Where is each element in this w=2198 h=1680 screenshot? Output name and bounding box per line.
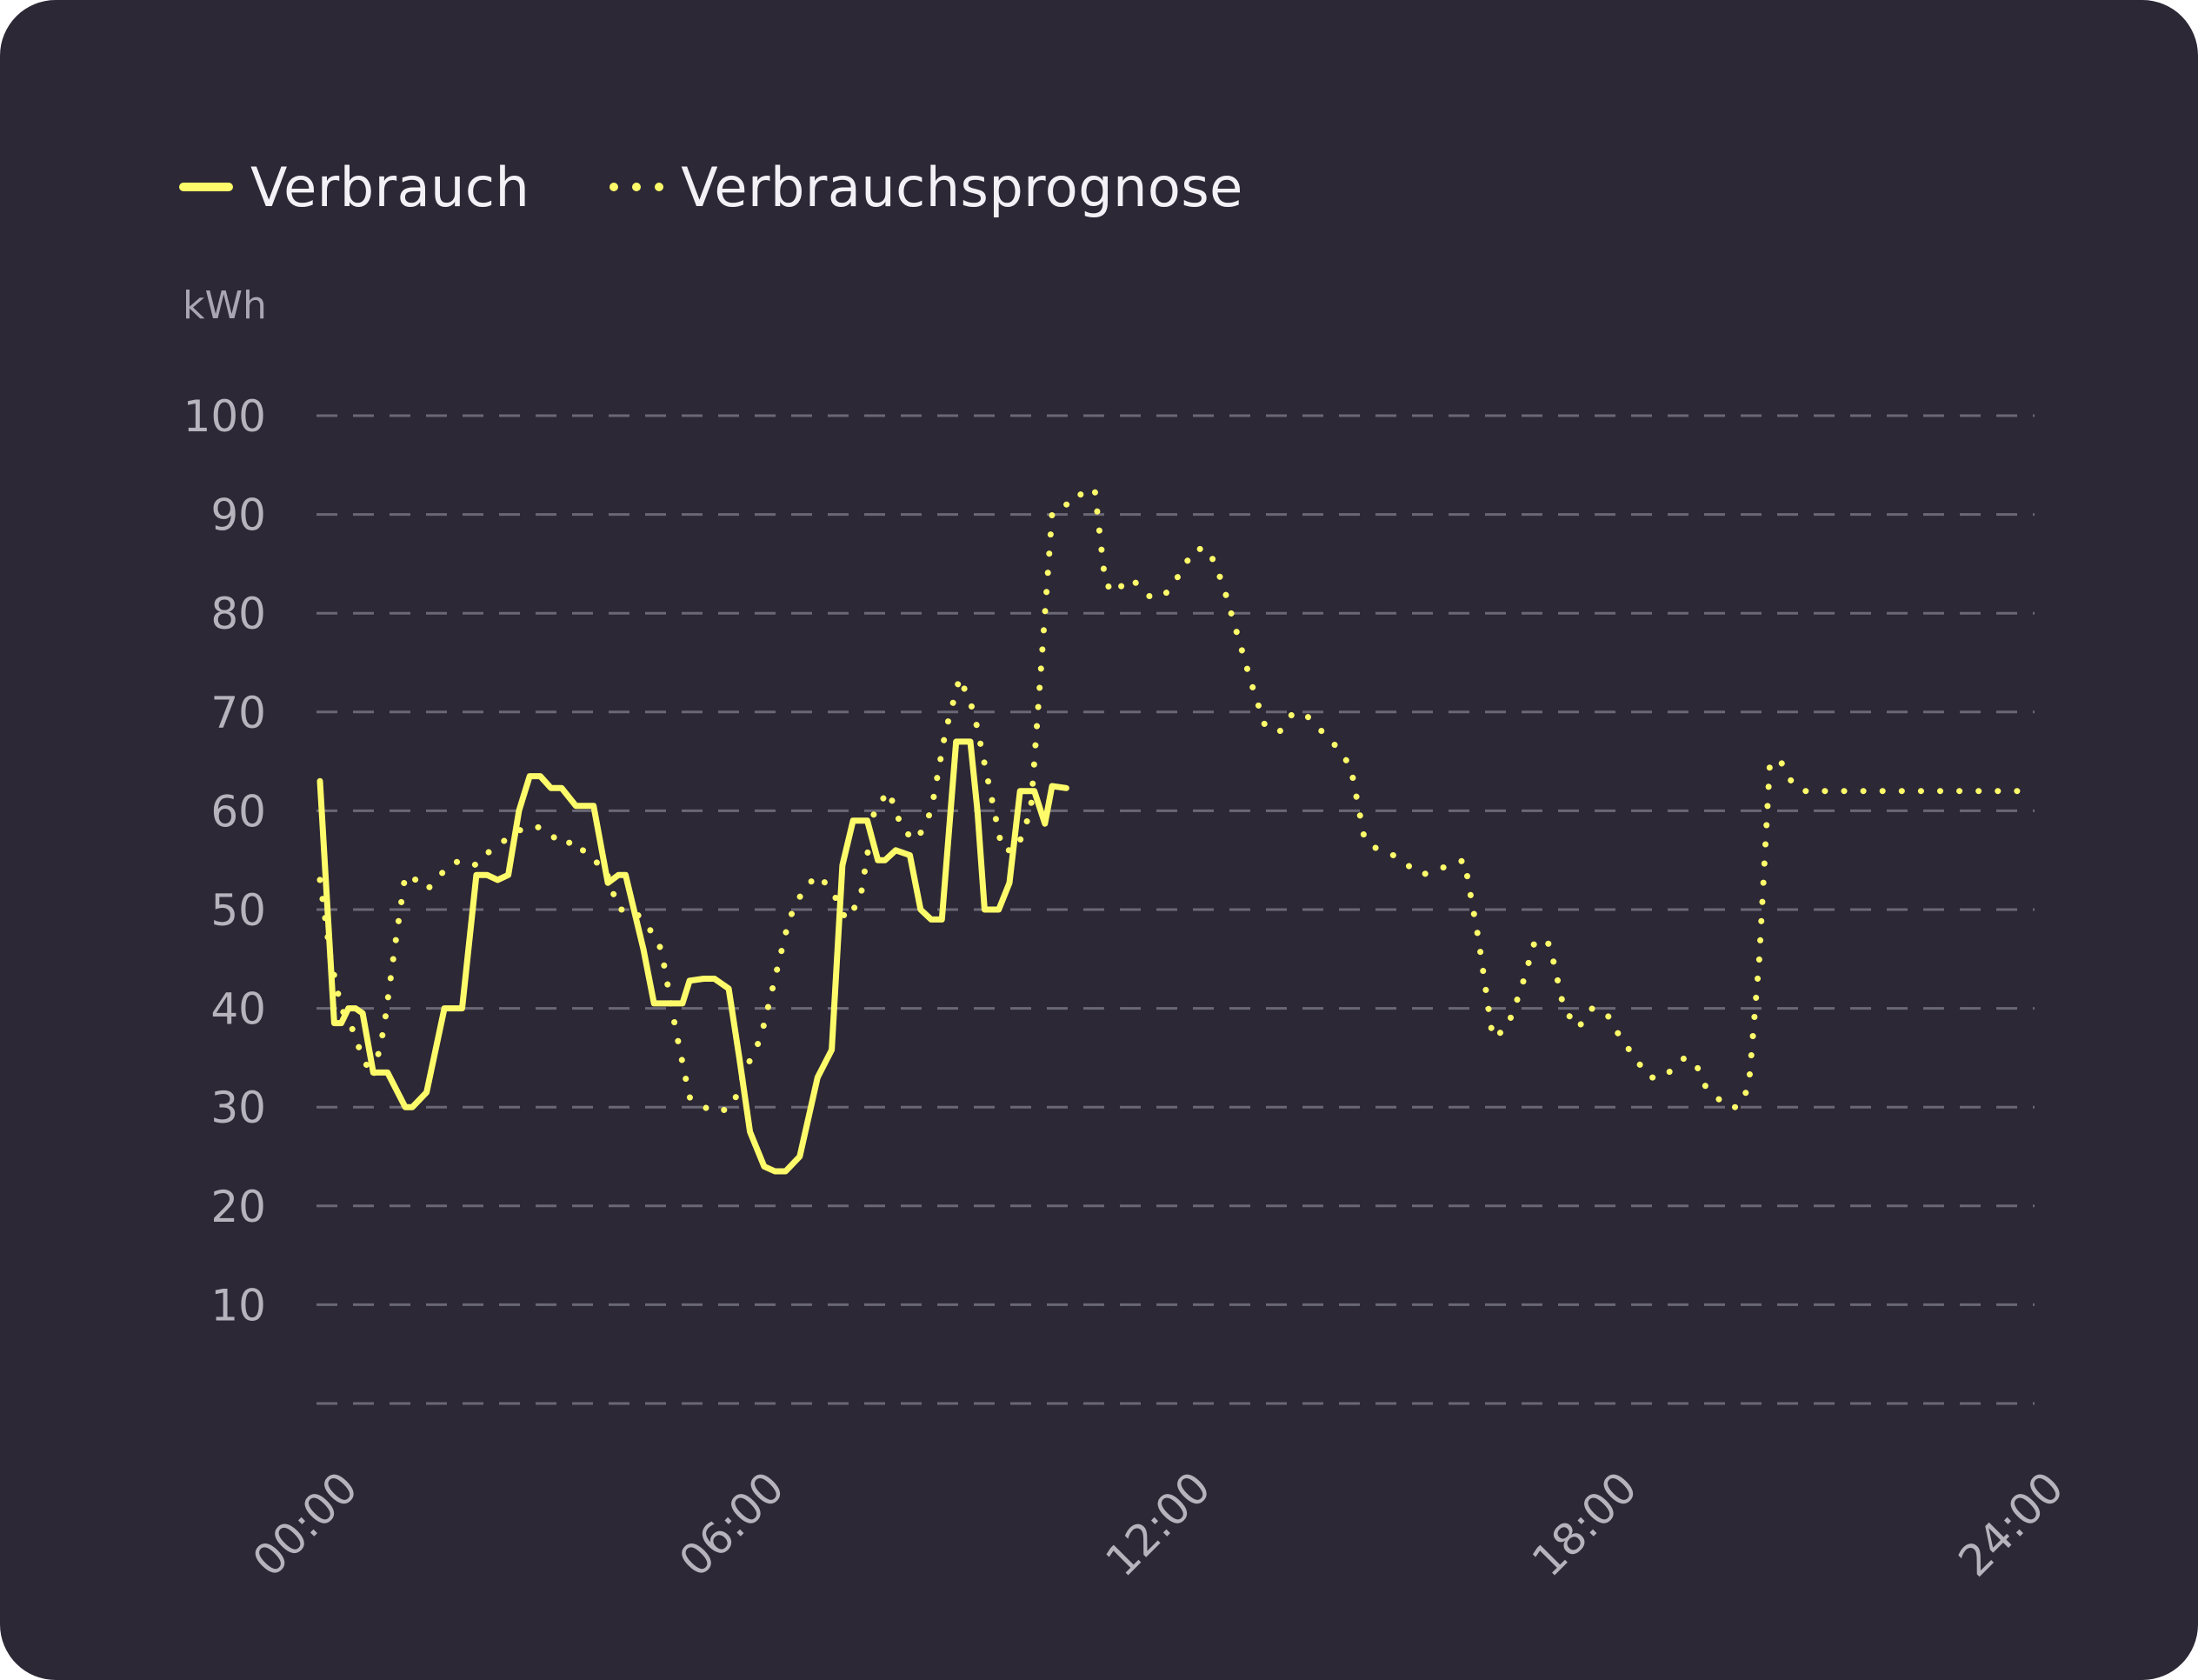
y-tick-label: 90: [210, 490, 266, 541]
legend: Verbrauch Verbrauchsprognose: [179, 148, 1323, 226]
x-axis-ticks: 00:00 06:00 12:00 18:00 24:00: [243, 1462, 2074, 1586]
dotted-line-swatch-icon: [609, 183, 664, 191]
x-tick-label: 12:00: [1096, 1462, 1221, 1586]
y-tick-label: 20: [210, 1182, 266, 1232]
y-tick-label: 10: [210, 1280, 266, 1330]
y-tick-label: 40: [210, 984, 266, 1035]
y-axis-ticks: 10 20 30 40 50 60 70 80 90 100: [183, 391, 266, 1330]
y-tick-label: 30: [210, 1083, 266, 1133]
y-tick-label: 80: [210, 589, 266, 639]
x-tick-label: 24:00: [1949, 1462, 2074, 1586]
x-tick-label: 00:00: [243, 1462, 368, 1586]
x-tick-label: 06:00: [669, 1462, 794, 1586]
x-tick-label: 18:00: [1522, 1462, 1647, 1586]
y-tick-label: 70: [210, 688, 266, 738]
grid-lines: [316, 414, 2035, 1405]
solid-line-swatch-icon: [179, 183, 233, 191]
legend-label-verbrauchsprognose: Verbrauchsprognose: [681, 155, 1243, 219]
y-tick-label: 100: [183, 391, 266, 442]
series-line-verbrauchsprognose[interactable]: [316, 486, 2029, 1116]
legend-label-verbrauch: Verbrauch: [250, 155, 530, 219]
y-tick-label: 60: [210, 786, 266, 837]
series-lines: [316, 486, 2029, 1175]
y-tick-label: 50: [210, 885, 266, 936]
y-axis-unit-label: kWh: [183, 283, 267, 328]
series-line-verbrauch[interactable]: [316, 738, 1069, 1175]
legend-item-verbrauchsprognose[interactable]: Verbrauchsprognose: [609, 156, 1243, 219]
legend-item-verbrauch[interactable]: Verbrauch: [179, 156, 530, 219]
